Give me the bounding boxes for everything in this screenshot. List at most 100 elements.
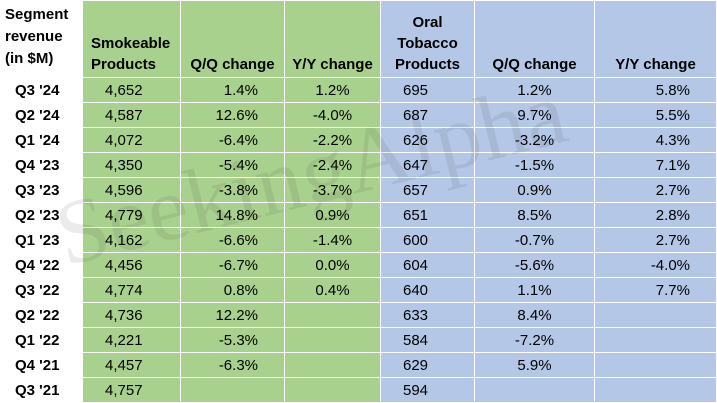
smokeable-qq-cell: -6.3% [180, 352, 285, 378]
smokeable-revenue-cell: 4,350 [82, 152, 181, 178]
smokeable-yy-cell: -3.7% [284, 177, 381, 203]
header-line: Oral [412, 14, 443, 31]
quarter-cell: Q3 '23 [0, 177, 83, 203]
oral-tobacco-header: Oral Tobacco Products [380, 0, 475, 78]
table-row: Q1 '22 4,221 -5.3% 584 -7.2% [0, 327, 717, 353]
oral-yy-header: Y/Y change [594, 0, 717, 78]
smokeable-qq-cell: -3.8% [180, 177, 285, 203]
table-row: Q2 '22 4,736 12.2% 633 8.4% [0, 302, 717, 328]
header-line: Products [91, 56, 157, 73]
quarter-cell: Q4 '22 [0, 252, 83, 278]
oral-qq-cell: 1.1% [474, 277, 595, 303]
oral-qq-cell: -5.6% [474, 252, 595, 278]
smokeable-qq-cell: -6.6% [180, 227, 285, 253]
smokeable-yy-cell [284, 377, 381, 403]
oral-qq-cell: 1.2% [474, 77, 595, 103]
quarter-cell: Q3 '24 [0, 77, 83, 103]
table-row: Q3 '23 4,596 -3.8% -3.7% 657 0.9% 2.7% [0, 177, 717, 203]
oral-qq-cell: 8.5% [474, 202, 595, 228]
oral-revenue-cell: 695 [380, 77, 475, 103]
smokeable-qq-cell: 14.8% [180, 202, 285, 228]
smokeable-yy-cell: -4.0% [284, 102, 381, 128]
oral-yy-cell: 2.7% [594, 227, 717, 253]
smokeable-yy-cell: -2.4% [284, 152, 381, 178]
table-row: Q4 '23 4,350 -5.4% -2.4% 647 -1.5% 7.1% [0, 152, 717, 178]
oral-yy-cell: 7.1% [594, 152, 717, 178]
smokeable-qq-cell: -5.3% [180, 327, 285, 353]
table-row: Q1 '24 4,072 -6.4% -2.2% 626 -3.2% 4.3% [0, 127, 717, 153]
header-line: revenue [5, 28, 63, 45]
quarter-cell: Q3 '21 [0, 377, 83, 403]
smokeable-products-header: Smokeable Products [82, 0, 181, 78]
oral-yy-cell: 7.7% [594, 277, 717, 303]
smokeable-qq-cell: 12.2% [180, 302, 285, 328]
header-line: Smokeable [91, 35, 171, 52]
smokeable-yy-cell [284, 327, 381, 353]
smokeable-yy-cell: 0.9% [284, 202, 381, 228]
header-line: Segment [5, 6, 69, 23]
oral-yy-cell [594, 302, 717, 328]
oral-revenue-cell: 604 [380, 252, 475, 278]
oral-qq-header: Q/Q change [474, 0, 595, 78]
oral-yy-cell: -4.0% [594, 252, 717, 278]
smokeable-qq-cell: 1.4% [180, 77, 285, 103]
table-header-row: Segment revenue (in $M) Smokeable Produc… [0, 0, 717, 78]
smokeable-revenue-cell: 4,221 [82, 327, 181, 353]
smokeable-revenue-cell: 4,652 [82, 77, 181, 103]
smokeable-qq-cell [180, 377, 285, 403]
smokeable-revenue-cell: 4,757 [82, 377, 181, 403]
oral-yy-cell: 5.5% [594, 102, 717, 128]
oral-revenue-cell: 594 [380, 377, 475, 403]
table-row: Q3 '21 4,757 594 [0, 377, 717, 403]
table-row: Q4 '21 4,457 -6.3% 629 5.9% [0, 352, 717, 378]
smokeable-revenue-cell: 4,587 [82, 102, 181, 128]
oral-qq-cell: 9.7% [474, 102, 595, 128]
quarter-cell: Q4 '23 [0, 152, 83, 178]
oral-revenue-cell: 633 [380, 302, 475, 328]
smokeable-revenue-cell: 4,774 [82, 277, 181, 303]
smokeable-yy-header: Y/Y change [284, 0, 381, 78]
quarter-cell: Q1 '24 [0, 127, 83, 153]
oral-qq-cell: 0.9% [474, 177, 595, 203]
oral-qq-cell [474, 377, 595, 403]
smokeable-qq-header: Q/Q change [180, 0, 285, 78]
oral-revenue-cell: 626 [380, 127, 475, 153]
smokeable-yy-cell: 1.2% [284, 77, 381, 103]
oral-revenue-cell: 600 [380, 227, 475, 253]
smokeable-qq-cell: -6.4% [180, 127, 285, 153]
table-row: Q2 '24 4,587 12.6% -4.0% 687 9.7% 5.5% [0, 102, 717, 128]
oral-revenue-cell: 647 [380, 152, 475, 178]
header-line: (in $M) [5, 50, 54, 67]
oral-yy-cell [594, 352, 717, 378]
oral-revenue-cell: 657 [380, 177, 475, 203]
table-row: Q4 '22 4,456 -6.7% 0.0% 604 -5.6% -4.0% [0, 252, 717, 278]
table-row: Q3 '24 4,652 1.4% 1.2% 695 1.2% 5.8% [0, 77, 717, 103]
table-row: Q1 '23 4,162 -6.6% -1.4% 600 -0.7% 2.7% [0, 227, 717, 253]
header-line: Products [394, 56, 460, 73]
oral-revenue-cell: 651 [380, 202, 475, 228]
oral-revenue-cell: 629 [380, 352, 475, 378]
table-row: Q3 '22 4,774 0.8% 0.4% 640 1.1% 7.7% [0, 277, 717, 303]
smokeable-yy-cell: 0.0% [284, 252, 381, 278]
oral-qq-cell: -7.2% [474, 327, 595, 353]
smokeable-qq-cell: 12.6% [180, 102, 285, 128]
smokeable-revenue-cell: 4,779 [82, 202, 181, 228]
oral-qq-cell: -3.2% [474, 127, 595, 153]
smokeable-revenue-cell: 4,457 [82, 352, 181, 378]
oral-yy-cell [594, 377, 717, 403]
segment-revenue-header: Segment revenue (in $M) [0, 0, 83, 78]
smokeable-qq-cell: -6.7% [180, 252, 285, 278]
oral-yy-cell: 4.3% [594, 127, 717, 153]
oral-qq-cell: -1.5% [474, 152, 595, 178]
oral-revenue-cell: 640 [380, 277, 475, 303]
table-row: Q2 '23 4,779 14.8% 0.9% 651 8.5% 2.8% [0, 202, 717, 228]
smokeable-yy-cell: 0.4% [284, 277, 381, 303]
quarter-cell: Q2 '23 [0, 202, 83, 228]
smokeable-qq-cell: -5.4% [180, 152, 285, 178]
oral-revenue-cell: 687 [380, 102, 475, 128]
quarter-cell: Q4 '21 [0, 352, 83, 378]
header-line: Tobacco [397, 35, 458, 52]
smokeable-yy-cell [284, 352, 381, 378]
